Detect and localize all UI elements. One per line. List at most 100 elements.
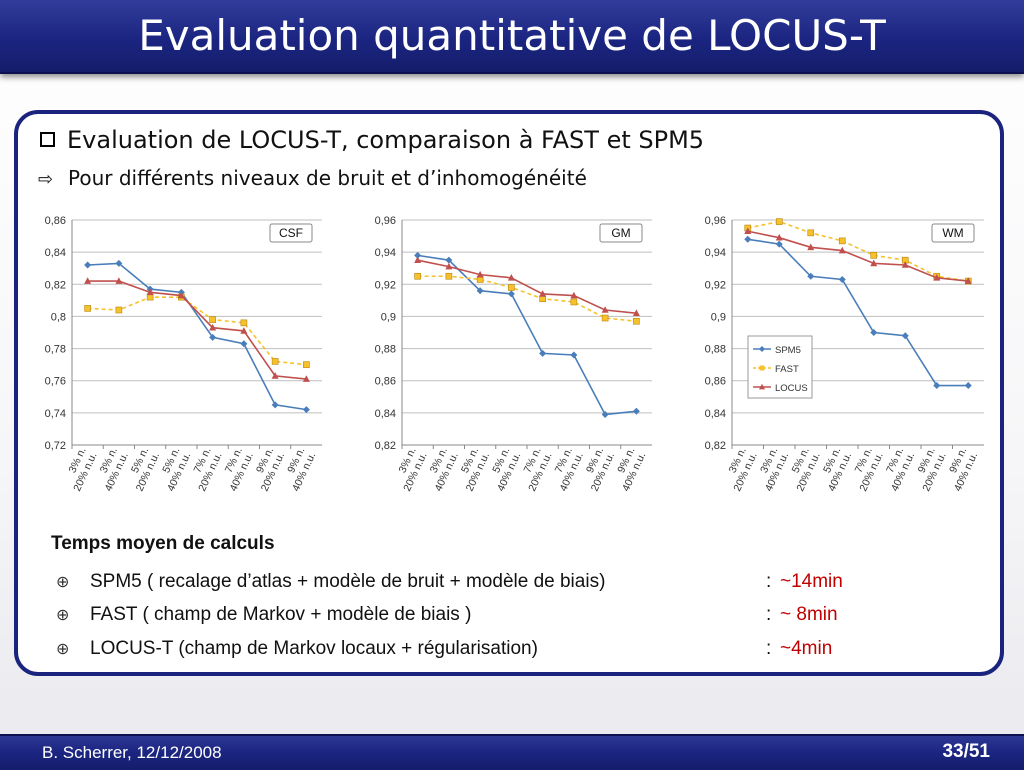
point-fast <box>775 218 783 225</box>
point-locus <box>271 372 279 379</box>
series-line-fast <box>417 275 637 323</box>
point-fast <box>838 237 846 245</box>
point-locus <box>240 327 248 334</box>
timing-row: ⊕ SPM5 ( recalage d’atlas + modèle de bru… <box>56 567 843 597</box>
y-tick-label: 0,86 <box>705 376 726 388</box>
y-tick-label: 0,86 <box>45 215 66 227</box>
point-spm5 <box>632 407 640 415</box>
x-tick-label: 7% n.20% n.u. <box>191 446 224 494</box>
x-tick-label: 5% n.40% n.u. <box>490 446 523 494</box>
point-locus <box>177 291 185 299</box>
point-locus <box>838 246 846 254</box>
crosshair-icon: ⊕ <box>56 607 70 624</box>
x-tick-label: 9% n.40% n.u. <box>615 446 648 494</box>
x-tick-label: 5% n.20% n.u. <box>790 446 823 494</box>
timing-separator: : <box>766 604 772 625</box>
point-spm5 <box>964 382 972 390</box>
chart-title-box <box>269 223 313 243</box>
x-tick-label: 5% n.20% n.u. <box>459 446 492 494</box>
y-tick-label: 0,86 <box>375 376 396 388</box>
y-tick-label: 0,94 <box>375 247 396 259</box>
point-spm5 <box>302 406 310 414</box>
point-spm5 <box>84 261 92 269</box>
y-tick-label: 0,74 <box>45 408 66 420</box>
y-tick-label: 0,84 <box>45 247 66 259</box>
slide-title: Evaluation quantitative de LOCUS-T <box>138 11 886 60</box>
point-spm5 <box>240 340 248 348</box>
point-fast <box>633 317 640 325</box>
y-tick-label: 0,78 <box>45 344 66 356</box>
x-tick-label: 7% n.20% n.u. <box>853 446 886 494</box>
series-line-fast <box>87 296 307 366</box>
x-tick-label: 3% n.40% n.u. <box>98 446 131 494</box>
point-spm5 <box>476 287 484 295</box>
point-locus <box>146 288 154 296</box>
y-tick-label: 0,84 <box>705 408 726 420</box>
y-tick-label: 0,92 <box>705 279 726 291</box>
series-line-locus <box>747 230 969 282</box>
chart-title-text: WM <box>942 226 963 240</box>
point-spm5 <box>901 332 909 340</box>
series-line-spm5 <box>87 262 307 411</box>
x-tick-label: 7% n.40% n.u. <box>553 446 586 494</box>
footer-bar: B. Scherrer, 12/12/2008 33/51 <box>0 734 1024 770</box>
point-fast <box>115 306 123 314</box>
chart-title: GM <box>599 223 643 243</box>
legend-marker <box>759 383 765 390</box>
crosshair-icon: ⊕ <box>56 574 70 591</box>
chart-gm-svg: 0,82 0,84 0,86 0,88 0,9 0,92 0,94 0,96 3% n.20% … <box>375 215 652 494</box>
point-locus <box>964 277 972 284</box>
point-locus <box>476 270 484 278</box>
point-locus <box>302 375 310 382</box>
point-locus <box>933 274 941 281</box>
point-fast <box>271 358 279 365</box>
x-tick-label: 7% n.20% n.u. <box>521 446 554 494</box>
y-tick-label: 0,9 <box>381 311 396 323</box>
page-number: 33/51 <box>942 741 990 762</box>
main-bullet-text: Evaluation de LOCUS-T, comparaison à FAS… <box>67 126 705 154</box>
chart-wm-svg: 0,82 0,84 0,86 0,88 0,9 0,92 0,94 0,96 3% n.20% … <box>705 215 984 494</box>
point-spm5 <box>570 351 578 359</box>
legend: SPM5 FAST LOCUS <box>747 335 813 399</box>
point-spm5 <box>601 410 609 418</box>
point-locus <box>775 233 783 241</box>
timing-value: ~ 8min <box>780 604 838 625</box>
main-bullet: Evaluation de LOCUS-T, comparaison à FAS… <box>40 123 704 157</box>
y-tick-label: 0,9 <box>711 311 726 323</box>
legend-label: SPM5 <box>775 345 801 356</box>
point-locus <box>414 256 422 263</box>
y-tick-label: 0,88 <box>705 344 726 356</box>
title-bar: Evaluation quantitative de LOCUS-T <box>0 0 1024 74</box>
y-tick-label: 0,96 <box>705 215 726 227</box>
x-tick-label: 3% n.20% n.u. <box>66 446 99 494</box>
x-tick-label: 7% n.40% n.u. <box>223 446 256 494</box>
y-tick-label: 0,82 <box>375 440 396 452</box>
crosshair-icon: ⊕ <box>56 641 70 658</box>
y-tick-label: 0,82 <box>705 440 726 452</box>
chart-csf: 0,72 0,74 0,76 0,78 0,8 0,82 0,84 0,86 3% n. 20% … <box>30 208 330 512</box>
timing-row: ⊕ LOCUS-T (champ de Markov locaux + régul… <box>56 634 832 664</box>
chart-title-text: GM <box>611 226 630 240</box>
series-line-spm5 <box>417 254 637 416</box>
point-locus <box>570 291 578 299</box>
point-locus <box>209 323 217 331</box>
timing-separator: : <box>766 571 772 592</box>
point-locus <box>744 227 752 235</box>
point-locus <box>445 262 453 270</box>
x-tick-label: 9% n.20% n.u. <box>916 446 949 494</box>
chart-title-text: CSF <box>279 226 303 240</box>
point-locus <box>84 277 92 284</box>
x-tick-label: 3% n.20% n.u. <box>396 446 429 494</box>
point-fast <box>870 252 878 259</box>
timing-row: ⊕ FAST ( champ de Markov + modèle de biai… <box>56 600 838 630</box>
charts-area: 0,72 0,74 0,76 0,78 0,8 0,82 0,84 0,86 3% n. 20% … <box>30 208 1000 508</box>
point-fast <box>303 361 310 368</box>
y-tick-label: 0,8 <box>51 311 66 323</box>
x-tick-label: 7% n.40% n.u. <box>884 446 917 494</box>
legend-label: FAST <box>775 364 799 375</box>
x-tick-label: 9% n.20% n.u. <box>254 446 287 494</box>
x-tick-label: 5% n.40% n.u. <box>160 446 193 494</box>
series-line-locus <box>417 259 637 315</box>
chart-wm: 0,82 0,84 0,86 0,88 0,9 0,92 0,94 0,96 3% n. 20% … <box>686 208 996 512</box>
point-fast <box>570 298 578 306</box>
